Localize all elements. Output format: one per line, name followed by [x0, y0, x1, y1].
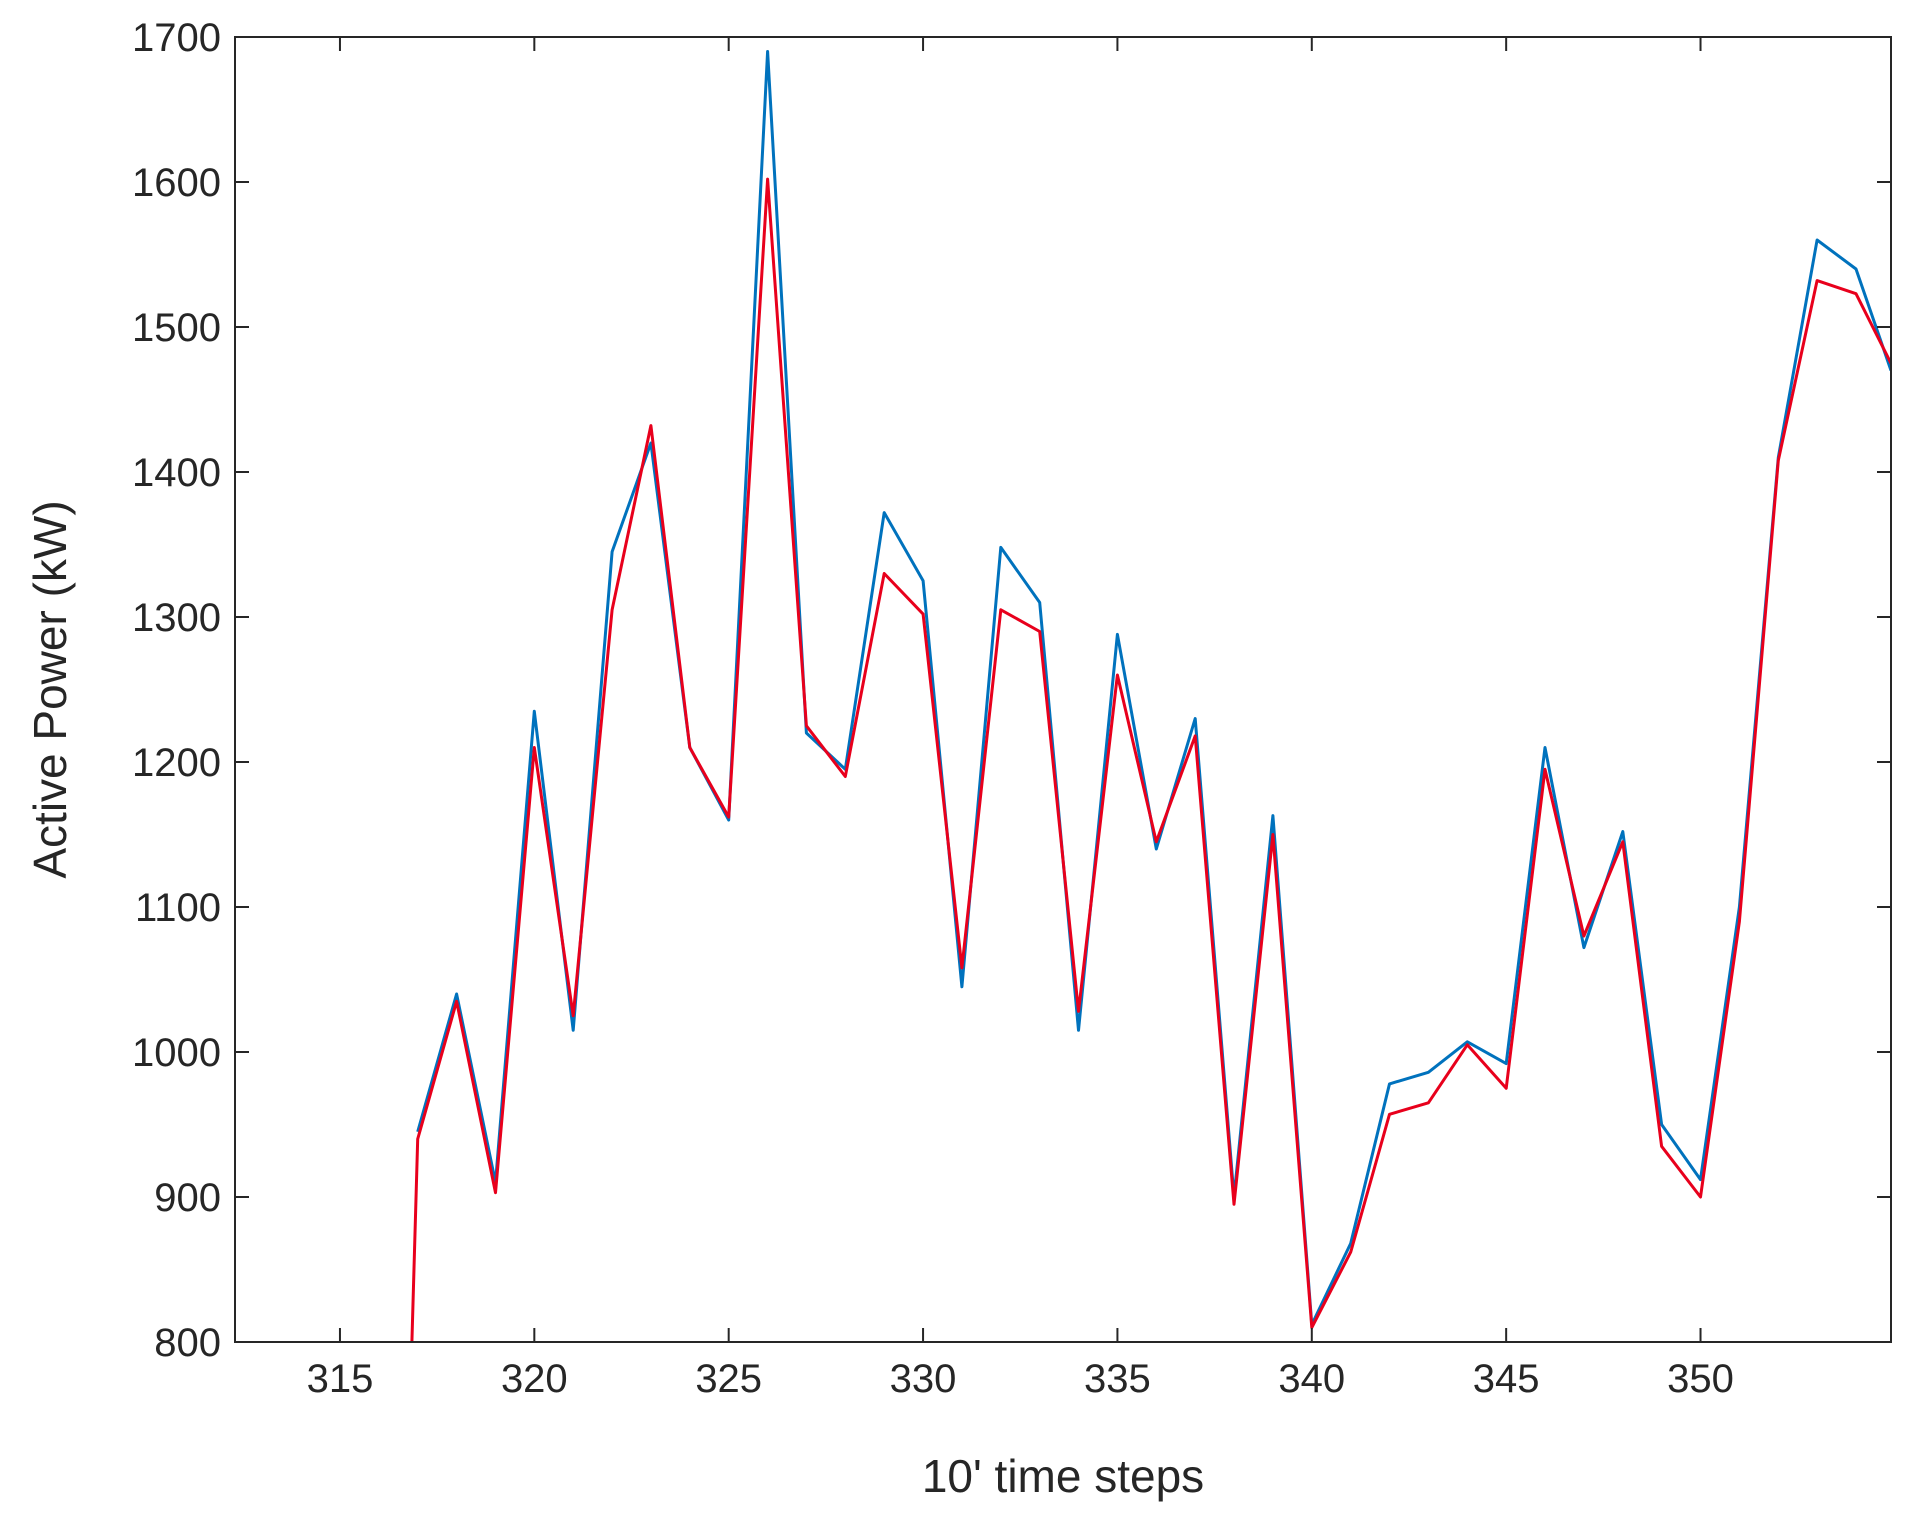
y-tick-label: 800: [154, 1321, 221, 1365]
x-tick-label: 335: [1084, 1357, 1151, 1401]
plot-area: [235, 37, 1891, 1342]
y-tick-label: 900: [154, 1176, 221, 1220]
y-tick-label: 1700: [132, 16, 221, 60]
x-axis-label: 10' time steps: [922, 1450, 1204, 1502]
y-tick-label: 1000: [132, 1031, 221, 1075]
x-axis: 315 320 325 330 335 340 345 350: [307, 37, 1734, 1401]
series-layer: [410, 50, 1891, 1342]
y-tick-label: 1600: [132, 161, 221, 205]
axes-box: [234, 36, 1892, 1343]
x-tick-label: 320: [501, 1357, 568, 1401]
y-tick-label: 1200: [132, 741, 221, 785]
y-tick-label: 1400: [132, 451, 221, 495]
x-tick-label: 330: [890, 1357, 957, 1401]
y-tick-label: 1500: [132, 306, 221, 350]
x-tick-label: 340: [1278, 1357, 1345, 1401]
series-line-2: [410, 177, 1891, 1342]
y-tick-label: 1100: [135, 886, 221, 930]
y-axis-label: Active Power (kW): [24, 500, 76, 878]
x-tick-label: 315: [307, 1357, 374, 1401]
x-tick-label: 350: [1667, 1357, 1734, 1401]
x-tick-label: 345: [1473, 1357, 1540, 1401]
y-axis: 800 900 1000 1100 1200 1300 1400 1500 1600 1700: [132, 16, 1891, 1365]
x-tick-label: 325: [695, 1357, 762, 1401]
y-tick-label: 1300: [132, 596, 221, 640]
